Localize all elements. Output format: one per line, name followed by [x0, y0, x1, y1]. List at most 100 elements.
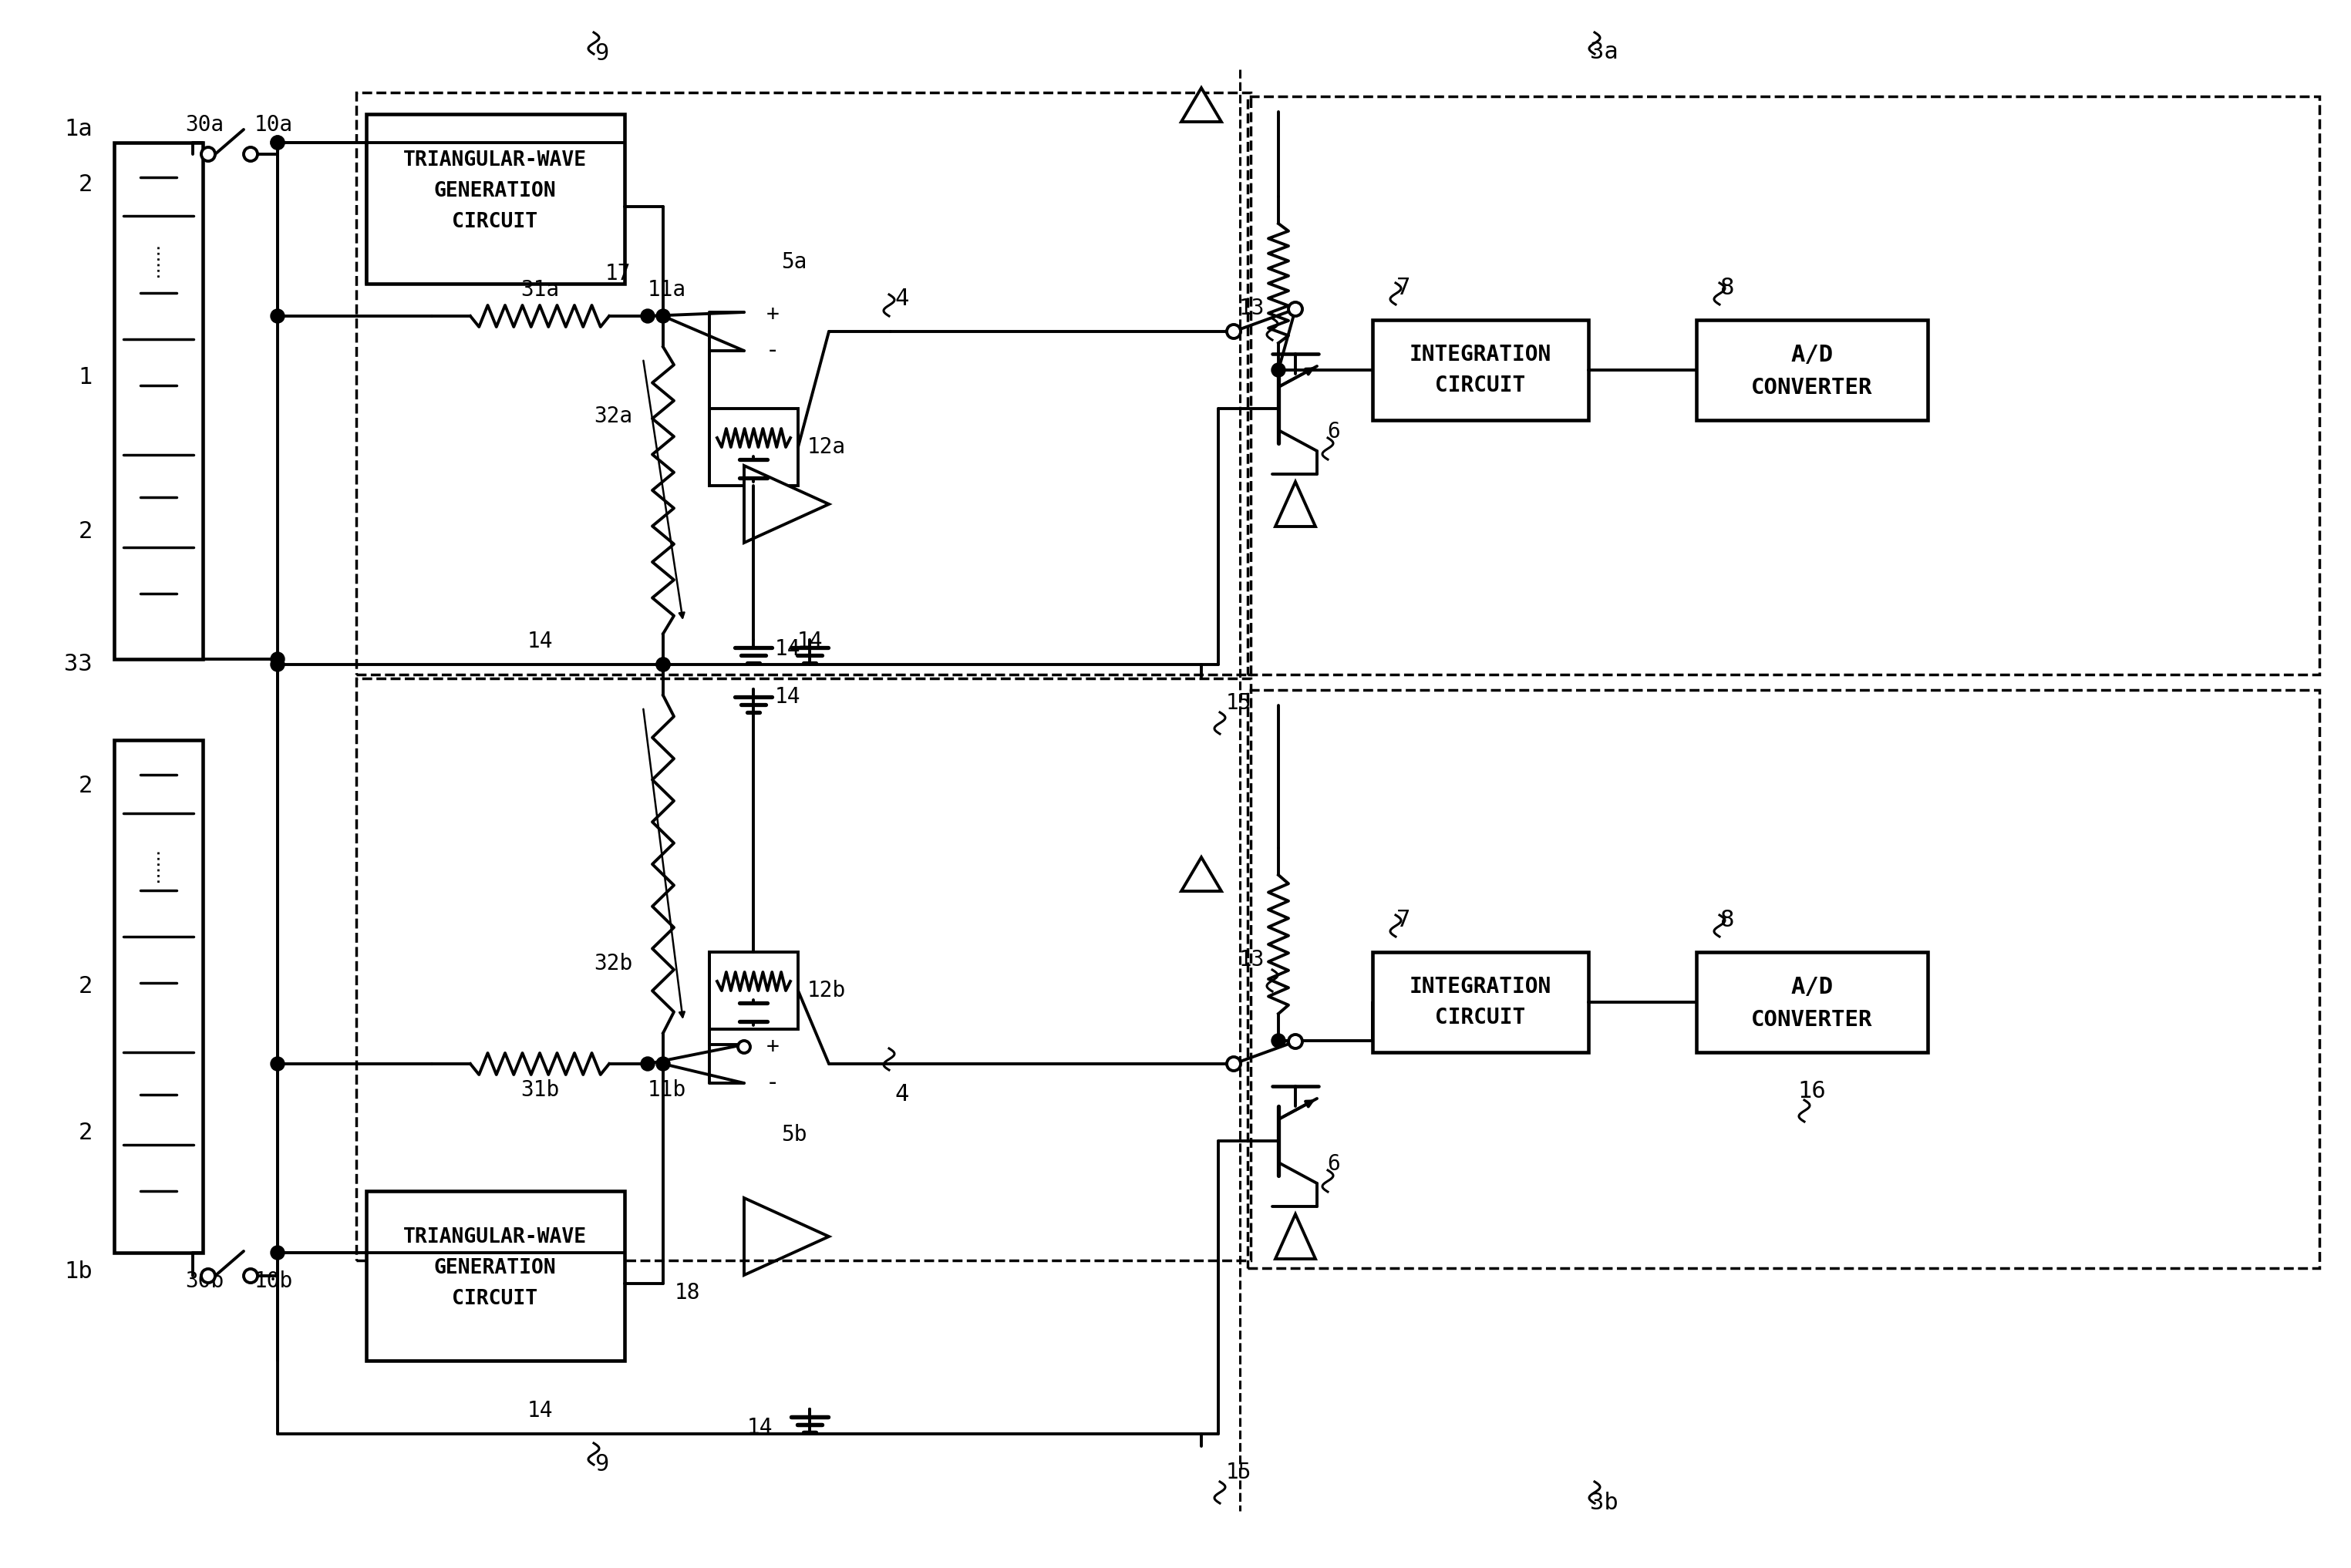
Text: 3b: 3b — [1589, 1493, 1617, 1515]
Circle shape — [270, 309, 284, 323]
Text: 2: 2 — [78, 521, 92, 543]
Bar — [1697, 320, 1928, 420]
Circle shape — [656, 1057, 670, 1071]
Text: 30b: 30b — [186, 1270, 223, 1292]
Bar — [115, 740, 202, 1253]
Text: +: + — [766, 304, 778, 325]
Text: 4: 4 — [896, 1083, 910, 1105]
Circle shape — [270, 136, 284, 149]
Text: 8: 8 — [1721, 908, 1735, 931]
Circle shape — [270, 1245, 284, 1259]
Circle shape — [270, 1057, 284, 1071]
Bar — [367, 114, 625, 284]
Text: A/D: A/D — [1791, 975, 1834, 997]
Bar — [1373, 952, 1589, 1052]
Circle shape — [656, 657, 670, 671]
Circle shape — [1288, 303, 1302, 317]
Text: 5a: 5a — [781, 251, 806, 273]
Text: 14: 14 — [527, 630, 552, 652]
Circle shape — [245, 147, 259, 162]
Circle shape — [1227, 1057, 1241, 1071]
Text: 12a: 12a — [806, 436, 846, 458]
Circle shape — [202, 147, 216, 162]
Circle shape — [270, 652, 284, 666]
Text: 12b: 12b — [806, 980, 846, 1002]
Text: 10b: 10b — [254, 1270, 294, 1292]
Circle shape — [738, 1041, 750, 1054]
Text: 2: 2 — [78, 975, 92, 997]
Text: 8: 8 — [1721, 276, 1735, 299]
Polygon shape — [1180, 88, 1223, 122]
Polygon shape — [1274, 481, 1317, 527]
Text: 9: 9 — [595, 1454, 609, 1475]
Text: -: - — [766, 340, 781, 362]
Circle shape — [270, 657, 284, 671]
Text: CONVERTER: CONVERTER — [1751, 376, 1874, 398]
Text: 33: 33 — [63, 654, 92, 676]
Text: 16: 16 — [1799, 1080, 1827, 1102]
Bar — [1697, 952, 1928, 1052]
Text: A/D: A/D — [1791, 343, 1834, 365]
Text: CIRCUIT: CIRCUIT — [1434, 375, 1526, 397]
Text: 7: 7 — [1396, 276, 1411, 299]
Text: 13: 13 — [1239, 298, 1265, 320]
Text: GENERATION: GENERATION — [435, 182, 557, 201]
Circle shape — [1272, 1033, 1286, 1047]
Bar — [710, 409, 797, 486]
Text: 30a: 30a — [186, 114, 223, 136]
Text: 6: 6 — [1328, 420, 1340, 442]
Text: 15: 15 — [1225, 1461, 1251, 1483]
Text: -: - — [766, 1073, 781, 1094]
Text: 1: 1 — [78, 367, 92, 389]
Text: +: + — [766, 1036, 778, 1058]
Text: 6: 6 — [1328, 1152, 1340, 1174]
Circle shape — [1272, 364, 1286, 376]
Text: 18: 18 — [675, 1283, 701, 1303]
Bar — [1248, 96, 2320, 674]
Circle shape — [202, 1269, 216, 1283]
Text: 14: 14 — [527, 1400, 552, 1422]
Text: 2: 2 — [78, 1123, 92, 1145]
Text: 10a: 10a — [254, 114, 294, 136]
Text: 31a: 31a — [520, 279, 560, 301]
Text: 32a: 32a — [592, 406, 632, 426]
Polygon shape — [743, 1198, 830, 1275]
Text: TRIANGULAR-WAVE: TRIANGULAR-WAVE — [404, 1228, 588, 1247]
Text: 32b: 32b — [592, 953, 632, 974]
Bar — [357, 93, 1251, 674]
Text: INTEGRATION: INTEGRATION — [1408, 975, 1552, 997]
Circle shape — [642, 309, 654, 323]
Circle shape — [1288, 1035, 1302, 1049]
Circle shape — [270, 136, 284, 149]
Text: 14: 14 — [748, 1417, 773, 1438]
Bar — [357, 679, 1251, 1261]
Text: 7: 7 — [1396, 908, 1411, 931]
Text: GENERATION: GENERATION — [435, 1258, 557, 1278]
Text: 11b: 11b — [649, 1079, 686, 1101]
Text: 14: 14 — [776, 687, 802, 707]
Text: 13: 13 — [1239, 949, 1265, 971]
Text: 9: 9 — [595, 42, 609, 66]
Text: 3a: 3a — [1589, 41, 1617, 64]
Text: 2: 2 — [78, 174, 92, 196]
Bar — [1373, 320, 1589, 420]
Text: 14: 14 — [776, 638, 802, 660]
Text: 4: 4 — [896, 289, 910, 310]
Text: 31b: 31b — [520, 1079, 560, 1101]
Bar — [115, 143, 202, 659]
Circle shape — [1227, 325, 1241, 339]
Polygon shape — [1274, 1214, 1317, 1259]
Text: 15: 15 — [1225, 691, 1251, 713]
Bar — [710, 952, 797, 1029]
Text: 2: 2 — [78, 775, 92, 798]
Polygon shape — [1180, 858, 1223, 891]
Circle shape — [656, 657, 670, 671]
Polygon shape — [743, 466, 830, 543]
Text: 1a: 1a — [63, 118, 92, 141]
Bar — [367, 1192, 625, 1361]
Text: 17: 17 — [604, 263, 630, 284]
Circle shape — [642, 1057, 654, 1071]
Text: 14: 14 — [797, 630, 823, 652]
Text: CIRCUIT: CIRCUIT — [1434, 1007, 1526, 1029]
Text: INTEGRATION: INTEGRATION — [1408, 343, 1552, 365]
